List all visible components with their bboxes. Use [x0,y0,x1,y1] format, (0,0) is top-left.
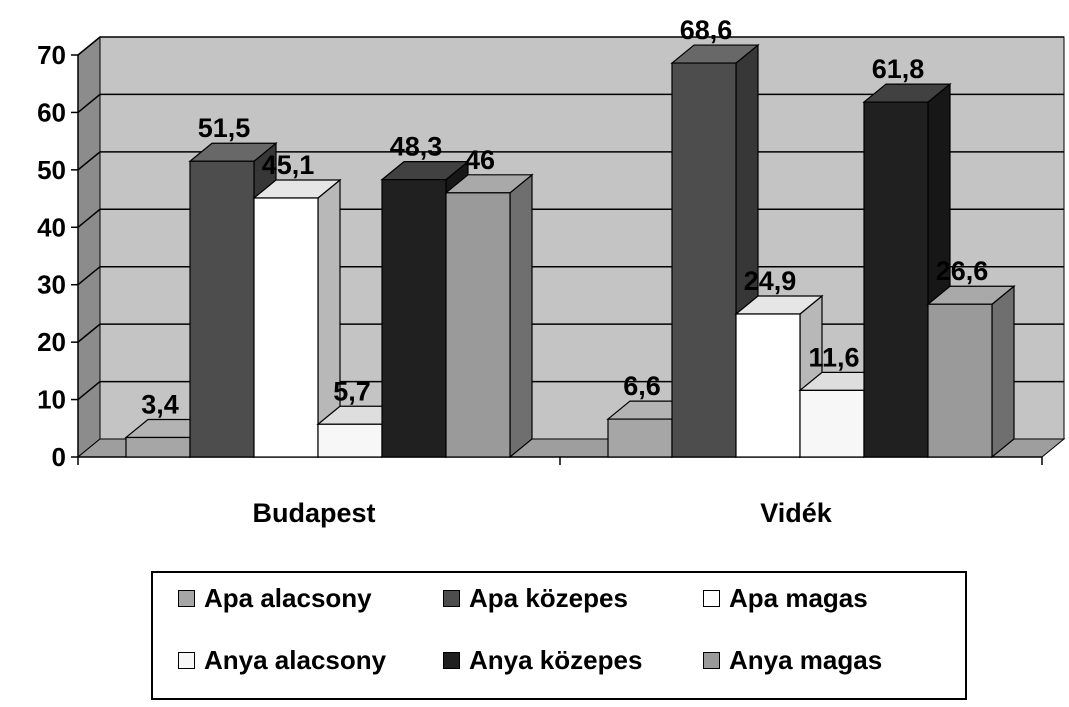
y-tick-label: 50 [37,155,66,185]
y-tick-label: 20 [37,327,66,357]
bar-front [671,62,737,458]
y-tick-label: 60 [37,97,66,127]
bar-front [799,389,865,458]
chart-plot: 0 10 20 30 40 50 60 70 3,4 51,5 45,1 5,7 48,3 46 6,6 6… [37,15,1066,528]
y-tick-label: 30 [37,270,66,300]
data-label: 6,6 [623,371,661,401]
legend-label: Apa alacsony [204,582,372,613]
bar [444,173,534,459]
bar-front [125,436,191,458]
bar-front [317,423,383,458]
legend-label: Apa közepes [469,582,628,613]
bar-front [735,313,801,458]
bar [252,178,342,459]
y-tick-label: 70 [37,40,66,70]
bar-front [189,160,255,458]
gridline [77,36,1064,56]
y-tick-label: 40 [37,212,66,242]
data-label: 45,1 [262,150,315,180]
legend-swatch [703,589,720,607]
data-label: 26,6 [936,256,989,286]
bar-front [863,101,929,458]
legend: Apa alacsony Apa közepes Apa magas Anya ala… [151,571,967,700]
category-label: Budapest [252,498,375,528]
data-label: 68,6 [680,15,733,45]
bars [124,43,1016,459]
bar-side [509,173,533,459]
data-label: 24,9 [744,266,797,296]
legend-item: Anya alacsony [178,643,386,677]
category-labels: Budapest Vidék [252,498,832,528]
bar-front [445,192,511,458]
data-label: 46 [465,145,495,175]
legend-item: Anya magas [703,643,882,677]
legend-label: Apa magas [729,582,868,613]
bar [926,284,1016,459]
legend-item: Apa alacsony [178,581,372,615]
legend-label: Anya magas [729,644,883,675]
legend-swatch [703,651,720,669]
legend-swatch [443,651,460,669]
data-label: 11,6 [808,342,859,372]
legend-item: Anya közepes [443,643,642,677]
legend-swatch [178,651,195,669]
bar-side [991,284,1015,459]
data-labels: 3,4 51,5 45,1 5,7 48,3 46 6,6 68,6 24,9 11,6 61,8 2… [141,15,988,419]
legend-label: Anya alacsony [204,644,387,675]
legend-label: Anya közepes [469,644,643,675]
data-label: 61,8 [872,54,925,84]
y-tick-label: 0 [52,442,66,472]
y-tick-labels: 0 10 20 30 40 50 60 70 [37,40,66,472]
side-wall [77,35,101,459]
legend-swatch [178,589,195,607]
bar [862,82,952,459]
legend-item: Apa magas [703,581,868,615]
data-label: 48,3 [390,132,443,162]
bar-front [607,418,673,458]
bar-front [381,179,447,458]
bar-front [253,197,319,458]
data-label: 3,4 [141,389,179,419]
category-label: Vidék [760,498,833,528]
bar-front [927,303,993,458]
legend-item: Apa közepes [443,581,628,615]
data-label: 51,5 [198,113,251,143]
data-label: 5,7 [333,376,371,406]
y-tick-label: 10 [37,385,66,415]
legend-swatch [443,589,460,607]
